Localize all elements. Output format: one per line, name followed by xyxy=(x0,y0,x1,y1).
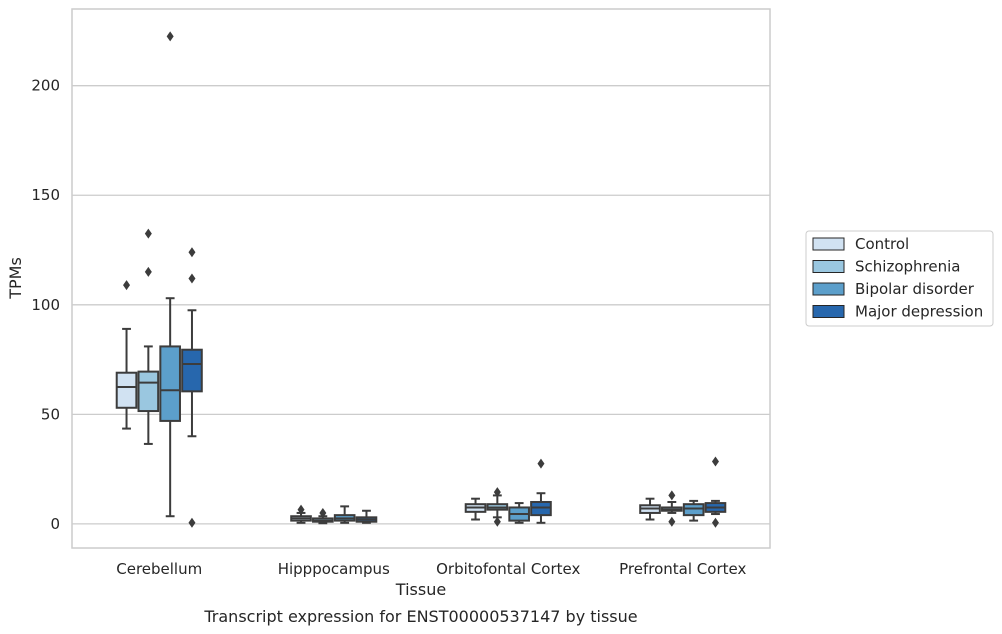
plot-area-frame xyxy=(71,8,771,549)
outlier-point xyxy=(668,516,676,527)
box-0-1 xyxy=(290,504,312,524)
iqr-box xyxy=(159,345,181,422)
outlier-point xyxy=(188,517,196,528)
box-3-3 xyxy=(704,456,727,528)
grid-lines xyxy=(72,85,770,525)
y-tick-label: 100 xyxy=(31,296,60,314)
iqr-box xyxy=(115,371,138,409)
outlier-point xyxy=(297,504,305,515)
box-2-0 xyxy=(159,31,181,518)
outlier-point xyxy=(188,247,196,258)
x-axis-label: Tissue xyxy=(395,580,446,599)
box-1-3 xyxy=(661,490,683,527)
legend-label: Major depression xyxy=(855,303,983,321)
legend-label: Schizophrenia xyxy=(855,258,960,276)
box-0-3 xyxy=(639,497,661,521)
box-1-1 xyxy=(312,507,334,525)
iqr-box xyxy=(530,500,552,517)
outlier-point xyxy=(537,458,545,469)
legend-swatch xyxy=(812,305,845,318)
chart-title: Transcript expression for ENST0000053714… xyxy=(203,607,637,626)
box-0-2 xyxy=(464,497,487,521)
iqr-box xyxy=(181,348,203,393)
outlier-point xyxy=(711,517,719,528)
y-tick-label: 50 xyxy=(41,405,60,423)
outlier-point xyxy=(144,266,152,277)
y-tick-label: 150 xyxy=(31,186,60,204)
outlier-point xyxy=(123,280,131,291)
legend-label: Bipolar disorder xyxy=(855,280,975,298)
legend-frame xyxy=(805,230,994,327)
iqr-box xyxy=(137,370,160,413)
y-tick-label: 0 xyxy=(50,515,60,533)
box-2-3 xyxy=(682,499,705,522)
legend-swatch xyxy=(812,282,845,296)
outlier-point xyxy=(188,273,196,284)
box-2-1 xyxy=(333,505,356,524)
box-1-0 xyxy=(137,228,160,445)
outlier-point xyxy=(144,228,152,239)
box-3-2 xyxy=(530,458,552,524)
outlier-point xyxy=(711,456,719,467)
box-1-2 xyxy=(486,487,509,527)
legend: Control Schizophrenia Bipolar disorder Majo… xyxy=(805,230,994,327)
legend-swatch xyxy=(812,237,845,251)
box-3-1 xyxy=(355,509,378,524)
outlier-point xyxy=(166,31,174,42)
box-0-0 xyxy=(115,280,138,430)
outlier-point xyxy=(668,490,676,501)
tick-labels: 0 50 100 150 200 Cerebellum Hipppocampus Orbito… xyxy=(31,77,746,578)
x-tick-label: Prefrontal Cortex xyxy=(619,560,746,578)
boxes xyxy=(115,31,727,528)
iqr-box xyxy=(682,503,705,517)
x-tick-label: Hipppocampus xyxy=(278,560,390,578)
y-axis-label: TPMs xyxy=(6,257,25,300)
outlier-point xyxy=(493,516,501,527)
x-tick-label: Cerebellum xyxy=(116,560,202,578)
x-tick-label: Orbitofontal Cortex xyxy=(436,560,580,578)
outlier-point xyxy=(493,487,501,498)
box-3-0 xyxy=(181,247,203,528)
legend-swatch xyxy=(812,260,845,273)
box-2-2 xyxy=(508,502,530,524)
legend-label: Control xyxy=(855,235,909,253)
outlier-point xyxy=(319,507,327,518)
y-tick-label: 200 xyxy=(31,77,60,95)
